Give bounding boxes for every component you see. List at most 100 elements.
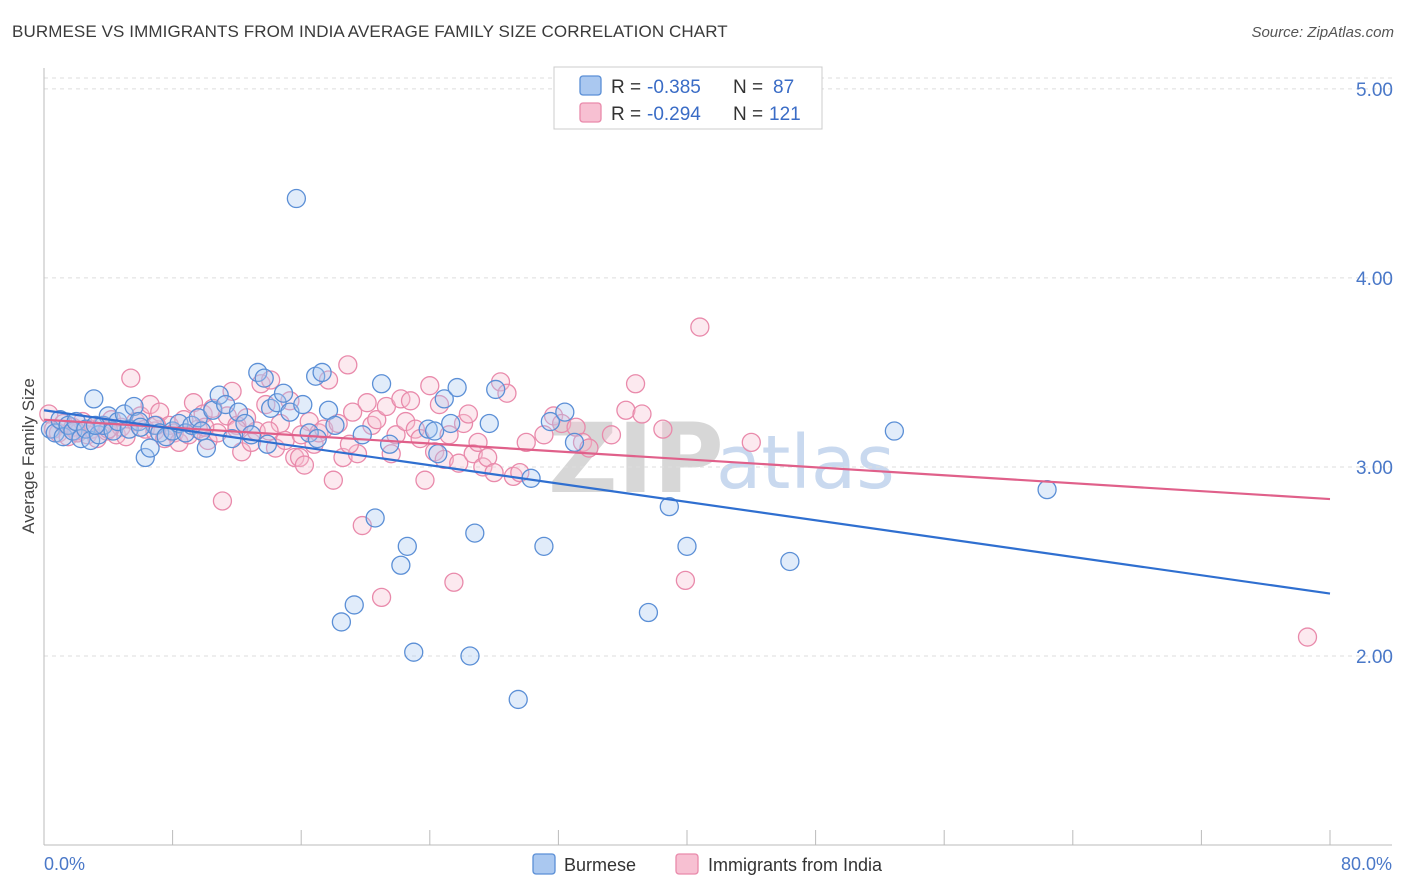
y-axis-label: Average Family Size: [19, 378, 38, 534]
india-point: [543, 406, 564, 426]
legend-top-r-value-1: -0.294: [647, 104, 701, 125]
india-point: [386, 425, 406, 445]
legend-top-n-value-1: 121: [769, 104, 801, 125]
burmese-point: [564, 432, 585, 453]
burmese-point: [209, 385, 229, 405]
burmese-point: [479, 413, 499, 434]
legend-top-r-label-1: R =: [611, 104, 641, 125]
legend-label-burmese: Burmese: [564, 855, 636, 875]
india-point: [400, 391, 421, 411]
burmese-point: [1037, 479, 1057, 500]
india-point: [653, 419, 673, 439]
burmese-point: [441, 413, 461, 434]
burmese-point: [273, 383, 294, 403]
india-point: [357, 393, 377, 413]
india-point: [251, 374, 271, 394]
burmese-point: [428, 444, 448, 464]
y-tick-label: 5.00: [1356, 80, 1393, 101]
burmese-point: [286, 188, 307, 209]
burmese-point: [391, 555, 411, 575]
burmese-point: [293, 394, 313, 415]
burmese-point: [84, 389, 104, 409]
axes: [43, 68, 1392, 846]
india-point: [675, 570, 696, 591]
burmese-point: [196, 438, 217, 458]
burmese-point: [344, 595, 364, 615]
burmese-point: [352, 425, 372, 445]
legend-top-swatch-india: [579, 102, 602, 123]
burmese-point: [379, 434, 400, 454]
y-tick-label: 2.00: [1356, 647, 1393, 668]
gridlines: [44, 77, 1392, 657]
burmese-point: [780, 551, 800, 572]
burmese-point: [884, 421, 905, 441]
legend-top-swatch-burmese: [579, 75, 602, 96]
trend-lines: [43, 409, 1331, 595]
legend-top-r-label-0: R =: [611, 77, 641, 98]
burmese-point: [257, 434, 278, 454]
india-point: [444, 572, 464, 592]
burmese-point: [307, 428, 327, 449]
legend-swatch-burmese: [532, 853, 556, 875]
india-point: [616, 400, 636, 420]
x-ticks: [43, 830, 1331, 845]
legend-label-india: Immigrants from India: [708, 855, 883, 875]
burmese-point: [365, 508, 385, 528]
legend-top-n-value-0: 87: [773, 77, 794, 98]
india-point: [1297, 627, 1318, 647]
burmese-point: [331, 612, 352, 632]
legend-top-r-value-0: -0.385: [647, 77, 701, 98]
burmese-point: [540, 411, 561, 432]
india-point: [690, 317, 710, 337]
india-point: [741, 432, 761, 453]
burmese-point: [434, 389, 454, 409]
burmese-point: [140, 438, 160, 458]
india-point: [367, 410, 387, 430]
burmese-point: [447, 377, 467, 398]
x-tick-label-max: 80.0%: [1341, 854, 1392, 874]
burmese-point: [397, 536, 417, 556]
india-point: [323, 470, 344, 490]
india-point: [285, 447, 305, 468]
india-point: [625, 374, 646, 394]
legend-swatch-india: [675, 853, 699, 875]
burmese-point: [124, 396, 144, 417]
india-point: [601, 425, 622, 445]
burmese-point: [325, 415, 345, 436]
india-point: [458, 404, 479, 424]
burmese-point: [85, 415, 106, 436]
legend-bottom: Burmese Immigrants from India: [532, 853, 883, 875]
india-point: [294, 455, 315, 475]
burmese-point: [486, 379, 506, 400]
burmese-point: [267, 393, 287, 413]
burmese-point: [677, 536, 697, 556]
y-tick-labels: 2.00 3.00 4.00 5.00: [1356, 80, 1393, 668]
india-point: [314, 419, 334, 439]
india-point: [391, 389, 411, 409]
burmese-point: [371, 374, 392, 394]
india-point: [415, 470, 435, 490]
india-point: [463, 444, 483, 464]
india-point: [632, 404, 652, 424]
burmese-point: [460, 646, 480, 666]
burmese-point: [404, 642, 424, 662]
series-india-points: [39, 317, 1318, 647]
burmese-point: [103, 421, 123, 441]
burmese-point: [465, 523, 485, 543]
legend-top-n-label-1: N =: [733, 104, 763, 125]
india-point: [121, 368, 141, 388]
burmese-point: [508, 689, 528, 710]
india-trend-line: [43, 418, 1331, 501]
india-point: [338, 355, 358, 375]
burmese-point: [93, 415, 114, 436]
y-tick-label: 3.00: [1356, 458, 1393, 479]
burmese-point: [424, 421, 445, 441]
legend-top-n-label-0: N =: [733, 77, 763, 98]
burmese-point: [555, 402, 575, 422]
legend-top: R = -0.385 N = 87 R = -0.294 N = 121: [553, 66, 823, 130]
chart-title: BURMESE VS IMMIGRANTS FROM INDIA AVERAGE…: [12, 22, 728, 41]
burmese-point: [130, 417, 151, 437]
burmese-point: [659, 496, 679, 517]
india-point: [342, 402, 363, 422]
india-point: [371, 587, 392, 608]
